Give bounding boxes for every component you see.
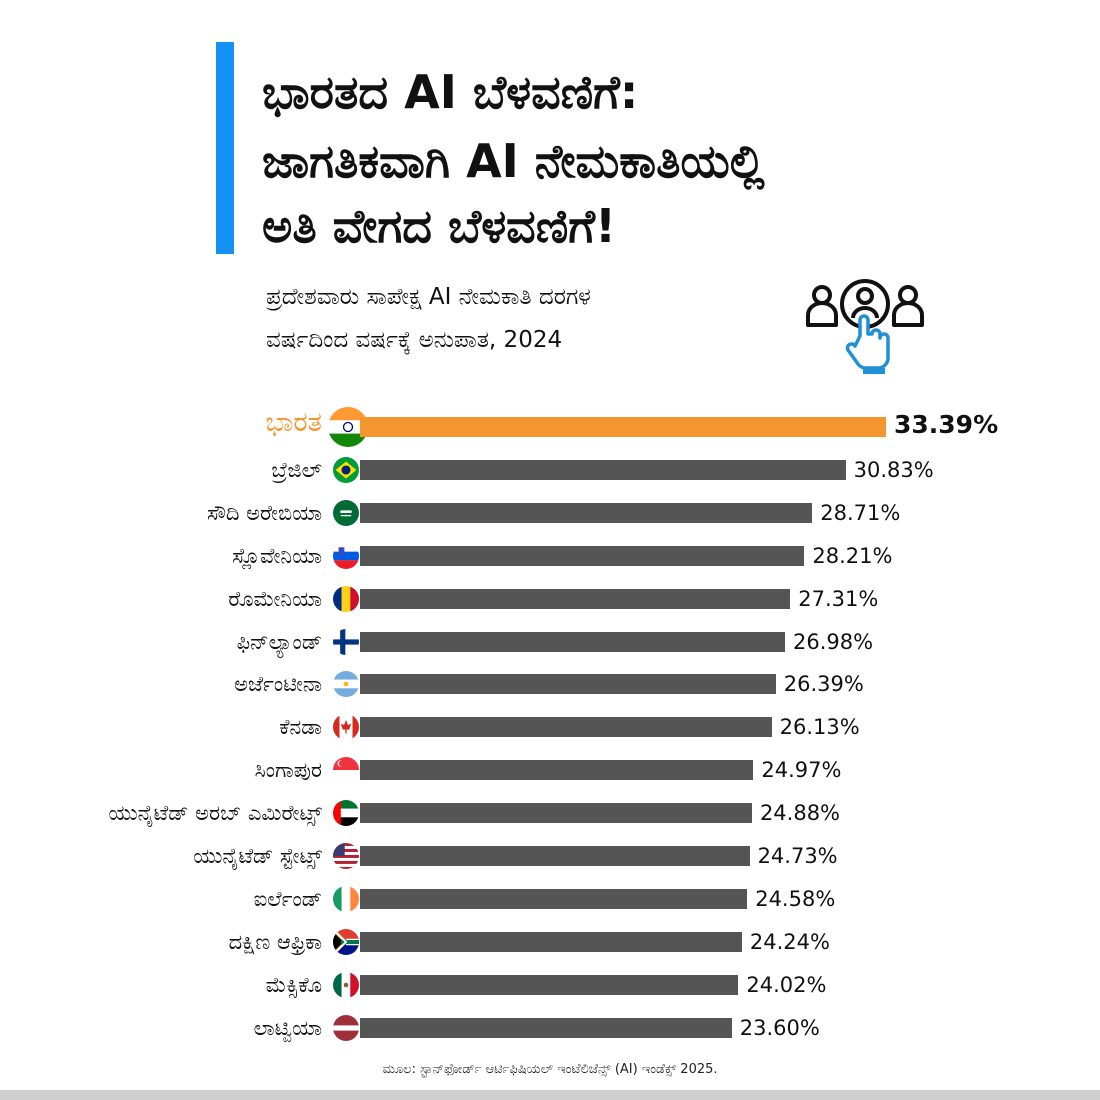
value-label: 24.58% [755,886,836,911]
value-label: 28.21% [812,543,893,568]
category-label: ಬ್ರೆಜಿಲ್ [271,457,322,482]
category-label: ಸ್ಲೊವೇನಿಯಾ [232,543,322,568]
category-label: ಲಾಟ್ವಿಯಾ [253,1015,322,1040]
flag-brazil-icon [333,456,359,483]
category-label: ಫಿನ್‌ಲ್ಯಾಂಡ್ [236,629,322,654]
flag-singapore-icon [333,757,359,784]
value-label: 24.02% [746,972,827,997]
category-label: ಸಿಂಗಾಪುರ [254,758,322,783]
flag-latvia-icon [333,1014,359,1041]
category-label: ಯುನೈಟೆಡ್ ಅರಬ್ ಎಮಿರೇಟ್ಸ್ [108,801,322,826]
bar [360,760,754,781]
bottom-strip [0,1090,1100,1100]
value-label: 26.39% [783,672,864,697]
category-label: ಭಾರತ [265,407,322,438]
title-line-3: ಅತಿ ವೇಗದ ಬೆಳವಣಿಗೆ! [262,199,616,253]
bar [360,674,776,695]
flag-finland-icon [333,628,359,655]
title-line-1: ಭಾರತದ AI ಬೆಳವಣಿಗೆ: [262,65,639,119]
bar [360,1017,732,1038]
category-label: ಯುನೈಟೆಡ್ ಸ್ಟೇಟ್ಸ್ [193,844,322,868]
value-label: 30.83% [853,457,934,482]
flag-saudi-arabia-icon [333,499,359,526]
value-label: 24.73% [757,844,838,868]
value-label: 24.88% [759,801,841,826]
bar [360,417,886,437]
bar [360,717,772,738]
bar [360,803,752,824]
category-label: ಅರ್ಜೆಂಟೀನಾ [234,672,322,697]
subtitle-line-1: ಪ್ರದೇಶವಾರು ಸಾಪೇಕ್ಷ AI ನೇಮಕಾತಿ ದರಗಳ [266,284,591,310]
category-label: ದಕ್ಷಿಣ ಆಫ್ರಿಕಾ [228,929,322,954]
bar [360,974,739,995]
bar [360,459,846,480]
category-label: ಮೆಕ್ಸಿಕೊ [265,972,322,997]
source-note: ಮೂಲ: ಸ್ಟಾನ್‌ಫೋರ್ಡ್ ಆರ್ಟಿಫಿಷಿಯಲ್ ಇಂಟೆಲಿಜೆ… [382,1062,718,1077]
flag-india-icon [328,407,368,447]
value-label: 28.71% [820,500,901,525]
bar [360,631,786,652]
value-label: 26.13% [779,715,860,740]
category-label: ಐರ್ಲೆಂಡ್ [253,886,322,911]
title-accent-bar [216,42,234,254]
value-label: 23.60% [739,1015,820,1040]
bar [360,545,805,566]
value-label: 24.97% [761,758,842,783]
flag-usa-icon [333,843,359,869]
category-label: ರೊಮೇನಿಯಾ [228,586,322,611]
bar [360,846,750,866]
flag-ireland-icon [333,885,359,912]
flag-south-africa-icon [333,928,359,955]
flag-canada-icon [333,714,359,741]
flag-romania-icon [333,585,359,612]
value-label: 33.39% [894,410,999,439]
flag-argentina-icon [333,671,359,698]
flag-slovenia-icon [333,542,359,569]
value-label: 27.31% [798,586,879,611]
value-label: 26.98% [793,629,874,654]
bar [360,888,748,909]
people-hand-pointer-icon [806,279,924,374]
category-label: ಕೆನಡಾ [279,715,322,740]
flag-uae-icon [333,800,359,827]
bar [360,931,742,952]
category-label: ಸೌದಿ ಅರೇಬಿಯಾ [206,500,322,525]
bar [360,588,791,609]
bar [360,502,813,523]
title-line-2: ಜಾಗತಿಕವಾಗಿ AI ನೇಮಕಾತಿಯಲ್ಲಿ [262,134,765,188]
value-label: 24.24% [749,929,830,954]
subtitle-line-2: ವರ್ಷದಿಂದ ವರ್ಷಕ್ಕೆ ಅನುಪಾತ, 2024 [266,327,563,353]
flag-mexico-icon [333,971,359,998]
